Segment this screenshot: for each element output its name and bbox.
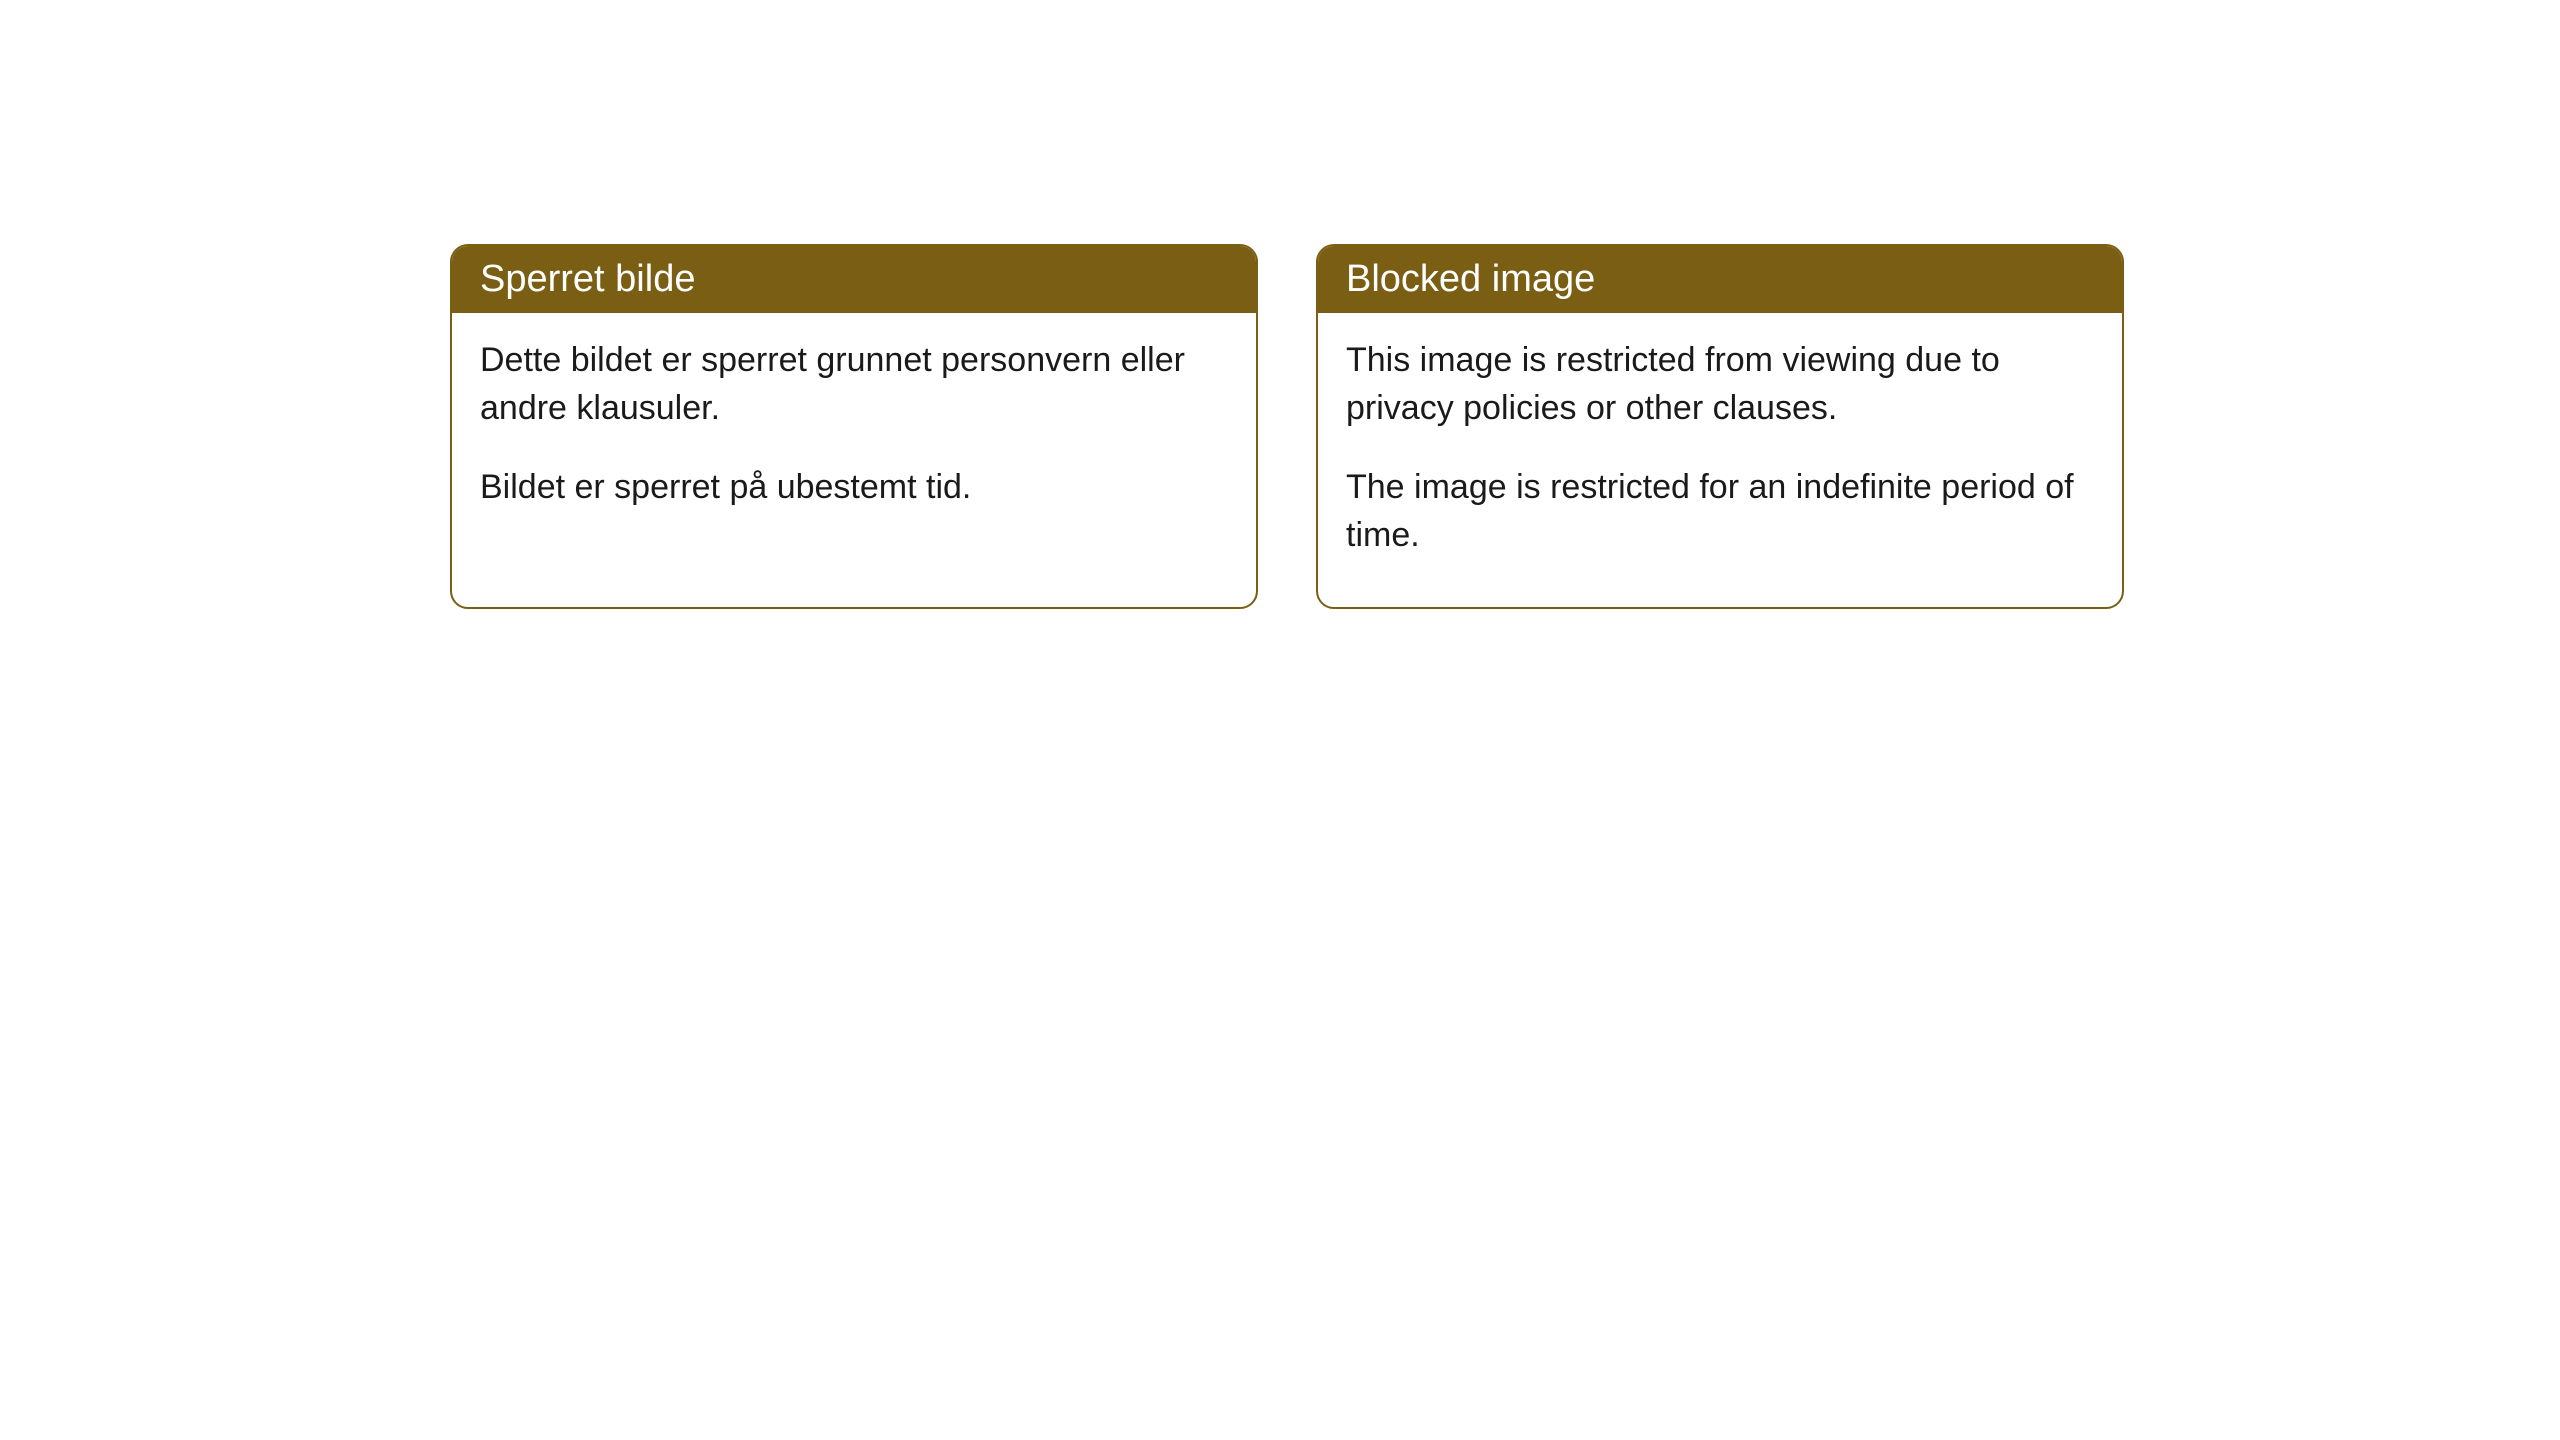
card-paragraph-en-2: The image is restricted for an indefinit…	[1346, 464, 2094, 559]
card-paragraph-no-1: Dette bildet er sperret grunnet personve…	[480, 337, 1228, 432]
card-header-en: Blocked image	[1318, 246, 2122, 313]
card-title-no: Sperret bilde	[480, 258, 695, 300]
card-body-en: This image is restricted from viewing du…	[1318, 313, 2122, 607]
blocked-image-card-en: Blocked image This image is restricted f…	[1316, 244, 2124, 609]
card-body-no: Dette bildet er sperret grunnet personve…	[452, 313, 1256, 560]
cards-container: Sperret bilde Dette bildet er sperret gr…	[450, 244, 2124, 609]
blocked-image-card-no: Sperret bilde Dette bildet er sperret gr…	[450, 244, 1258, 609]
card-header-no: Sperret bilde	[452, 246, 1256, 313]
card-title-en: Blocked image	[1346, 258, 1595, 300]
card-paragraph-no-2: Bildet er sperret på ubestemt tid.	[480, 464, 1228, 512]
card-paragraph-en-1: This image is restricted from viewing du…	[1346, 337, 2094, 432]
